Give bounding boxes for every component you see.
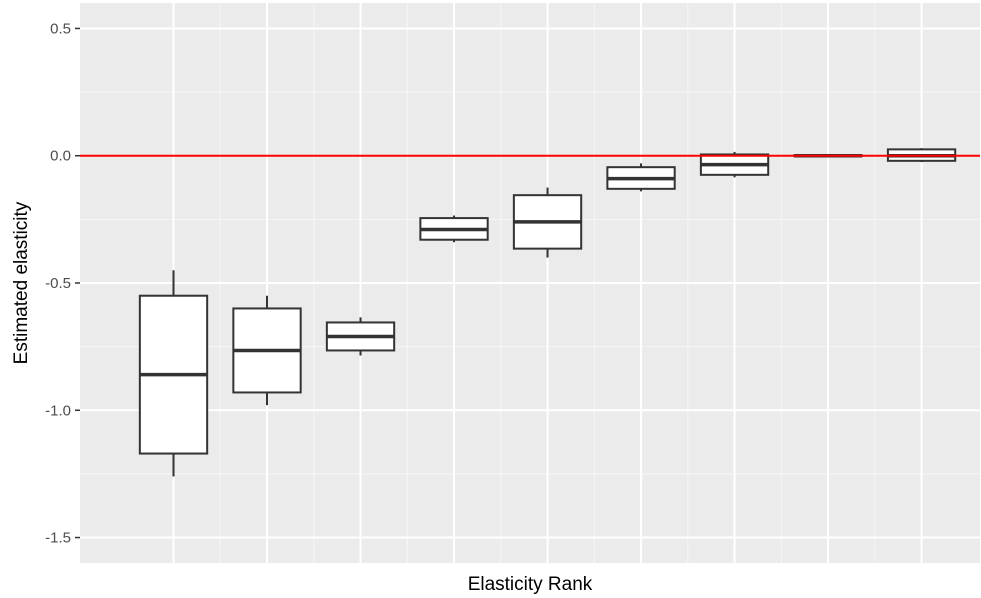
y-axis-ticks: -1.5 -1.0 -0.5 0.0 0.5 — [45, 20, 80, 547]
box-1 — [138, 270, 209, 477]
x-axis-title: Elasticity Rank — [468, 574, 593, 595]
box-3 — [325, 317, 396, 356]
box-4 — [419, 215, 489, 243]
box-7 — [699, 151, 770, 178]
y-tick-label: -1.5 — [45, 530, 71, 547]
box-5 — [512, 187, 583, 258]
y-axis-title: Estimated elasticity — [11, 201, 32, 364]
y-tick-label: -1.0 — [45, 402, 71, 419]
y-tick-label: 0.5 — [50, 20, 71, 37]
box-6 — [606, 163, 676, 192]
y-tick-label: -0.5 — [45, 275, 71, 292]
y-tick-label: 0.0 — [50, 148, 71, 165]
box-2 — [232, 295, 302, 406]
